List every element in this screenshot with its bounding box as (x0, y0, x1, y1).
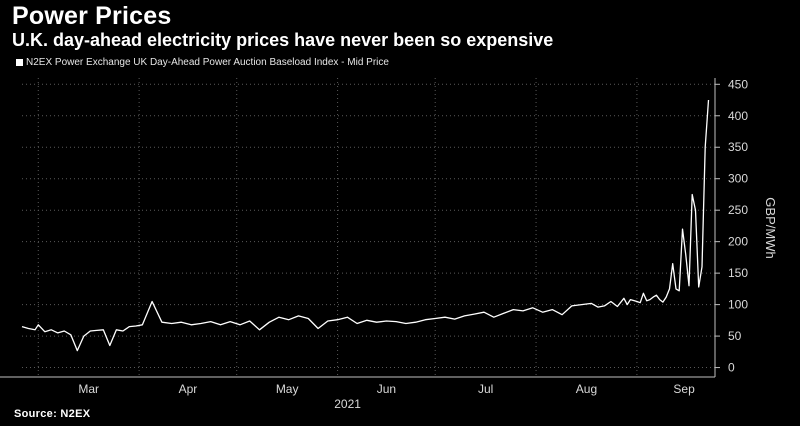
y-axis-title: GBP/MWh (763, 197, 778, 258)
x-tick-label: May (276, 382, 299, 396)
y-tick-label: 150 (728, 266, 748, 280)
x-tick-label: Sep (673, 382, 695, 396)
series-layer (21, 99, 710, 352)
x-axis-year-label: 2021 (334, 397, 361, 411)
legend-swatch (16, 59, 23, 66)
price-series-line (21, 99, 710, 352)
x-tick-label: Apr (179, 382, 198, 396)
x-tick-label: Aug (576, 382, 597, 396)
x-tick-label: Jul (478, 382, 493, 396)
legend: N2EX Power Exchange UK Day-Ahead Power A… (16, 57, 389, 68)
y-tick-label: 350 (728, 140, 748, 154)
y-tick-label: 100 (728, 298, 748, 312)
source-note: Source: N2EX (14, 408, 91, 420)
y-tick-label: 250 (728, 203, 748, 217)
y-tick-label: 450 (728, 77, 748, 91)
legend-label: N2EX Power Exchange UK Day-Ahead Power A… (26, 57, 389, 68)
axes: Mar Apr May Jun Jul Aug Sep 0 50 100 150 200 250 300 3… (0, 77, 748, 396)
y-tick-label: 0 (728, 361, 735, 375)
y-tick-label: 300 (728, 172, 748, 186)
chart-subtitle: U.K. day-ahead electricity prices have n… (12, 30, 554, 50)
y-tick-label: 400 (728, 109, 748, 123)
x-tick-label: Jun (377, 382, 396, 396)
chart-title: Power Prices (12, 2, 172, 30)
x-tick-label: Mar (78, 382, 99, 396)
grid (22, 78, 715, 377)
y-tick-label: 200 (728, 235, 748, 249)
y-tick-label: 50 (728, 329, 742, 343)
